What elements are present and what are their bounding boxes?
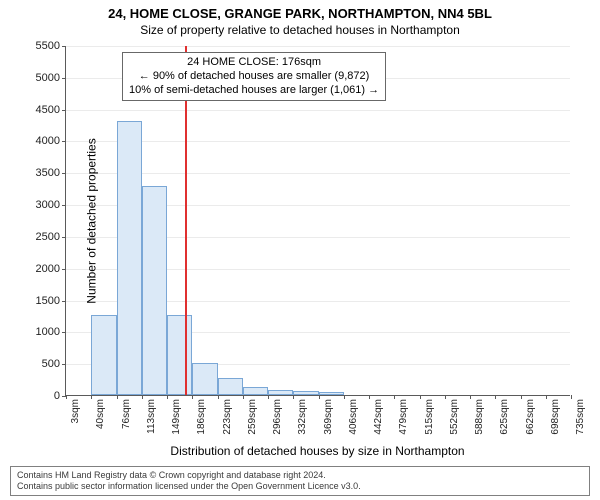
histogram-bar [167, 315, 192, 395]
x-tick-label: 662sqm [525, 399, 536, 435]
x-tick-mark [344, 395, 345, 399]
x-tick-mark [445, 395, 446, 399]
x-tick-mark [66, 395, 67, 399]
x-tick-label: 76sqm [121, 399, 132, 429]
histogram-bar [192, 363, 217, 395]
y-tick-label: 1500 [36, 295, 60, 307]
x-tick-label: 552sqm [449, 399, 460, 435]
gridline [66, 46, 570, 47]
x-tick-label: 406sqm [348, 399, 359, 435]
x-tick-mark [293, 395, 294, 399]
x-tick-label: 625sqm [499, 399, 510, 435]
y-tick-label: 3500 [36, 167, 60, 179]
x-tick-label: 698sqm [550, 399, 561, 435]
x-tick-label: 332sqm [297, 399, 308, 435]
histogram-bar [218, 378, 243, 395]
histogram-bar [117, 121, 142, 395]
x-tick-mark [420, 395, 421, 399]
x-tick-mark [394, 395, 395, 399]
x-axis-label: Distribution of detached houses by size … [170, 444, 464, 458]
footer-attribution: Contains HM Land Registry data © Crown c… [10, 466, 590, 497]
x-tick-mark [218, 395, 219, 399]
annotation-line3: 10% of semi-detached houses are larger (… [129, 84, 379, 98]
x-tick-mark [142, 395, 143, 399]
plot-area: 24 HOME CLOSE: 176sqm ← 90% of detached … [65, 46, 570, 396]
x-tick-label: 515sqm [424, 399, 435, 435]
x-tick-label: 186sqm [196, 399, 207, 435]
histogram-bar [142, 186, 167, 395]
annotation-line2: ← 90% of detached houses are smaller (9,… [129, 70, 379, 84]
x-tick-mark [117, 395, 118, 399]
y-tick-label: 500 [42, 358, 60, 370]
footer-line1: Contains HM Land Registry data © Crown c… [17, 470, 583, 481]
x-tick-mark [495, 395, 496, 399]
x-tick-mark [192, 395, 193, 399]
histogram-bar [91, 315, 116, 395]
y-tick-label: 1000 [36, 326, 60, 338]
x-tick-label: 479sqm [398, 399, 409, 435]
title-main: 24, HOME CLOSE, GRANGE PARK, NORTHAMPTON… [0, 6, 600, 23]
x-tick-mark [470, 395, 471, 399]
title-block: 24, HOME CLOSE, GRANGE PARK, NORTHAMPTON… [0, 0, 600, 38]
x-tick-mark [268, 395, 269, 399]
y-tick-label: 5000 [36, 72, 60, 84]
y-tick-label: 4000 [36, 135, 60, 147]
annotation-box: 24 HOME CLOSE: 176sqm ← 90% of detached … [122, 52, 386, 101]
y-tick-label: 2000 [36, 263, 60, 275]
y-tick-label: 3000 [36, 199, 60, 211]
title-sub: Size of property relative to detached ho… [0, 23, 600, 39]
x-tick-label: 588sqm [474, 399, 485, 435]
x-tick-label: 442sqm [373, 399, 384, 435]
histogram-bar [243, 387, 268, 395]
y-tick-label: 0 [54, 390, 60, 402]
x-tick-mark [521, 395, 522, 399]
x-tick-label: 296sqm [272, 399, 283, 435]
x-tick-mark [546, 395, 547, 399]
x-tick-label: 40sqm [95, 399, 106, 429]
histogram-bar [319, 392, 344, 395]
x-tick-mark [319, 395, 320, 399]
x-tick-label: 369sqm [323, 399, 334, 435]
footer-line2: Contains public sector information licen… [17, 481, 583, 492]
x-tick-label: 3sqm [70, 399, 81, 423]
gridline [66, 110, 570, 111]
histogram-bar [293, 391, 318, 395]
y-tick-label: 2500 [36, 231, 60, 243]
x-tick-label: 149sqm [171, 399, 182, 435]
x-tick-mark [167, 395, 168, 399]
y-tick-label: 4500 [36, 104, 60, 116]
annotation-line1: 24 HOME CLOSE: 176sqm [129, 56, 379, 70]
x-tick-mark [91, 395, 92, 399]
x-tick-mark [369, 395, 370, 399]
y-axis-label: Number of detached properties [85, 138, 99, 303]
x-tick-mark [243, 395, 244, 399]
x-tick-label: 735sqm [575, 399, 586, 435]
y-tick-label: 5500 [36, 40, 60, 52]
x-tick-label: 223sqm [222, 399, 233, 435]
x-tick-label: 113sqm [146, 399, 157, 434]
x-tick-mark [571, 395, 572, 399]
x-tick-label: 259sqm [247, 399, 258, 435]
chart-area: 24 HOME CLOSE: 176sqm ← 90% of detached … [65, 46, 570, 396]
histogram-bar [268, 390, 293, 395]
